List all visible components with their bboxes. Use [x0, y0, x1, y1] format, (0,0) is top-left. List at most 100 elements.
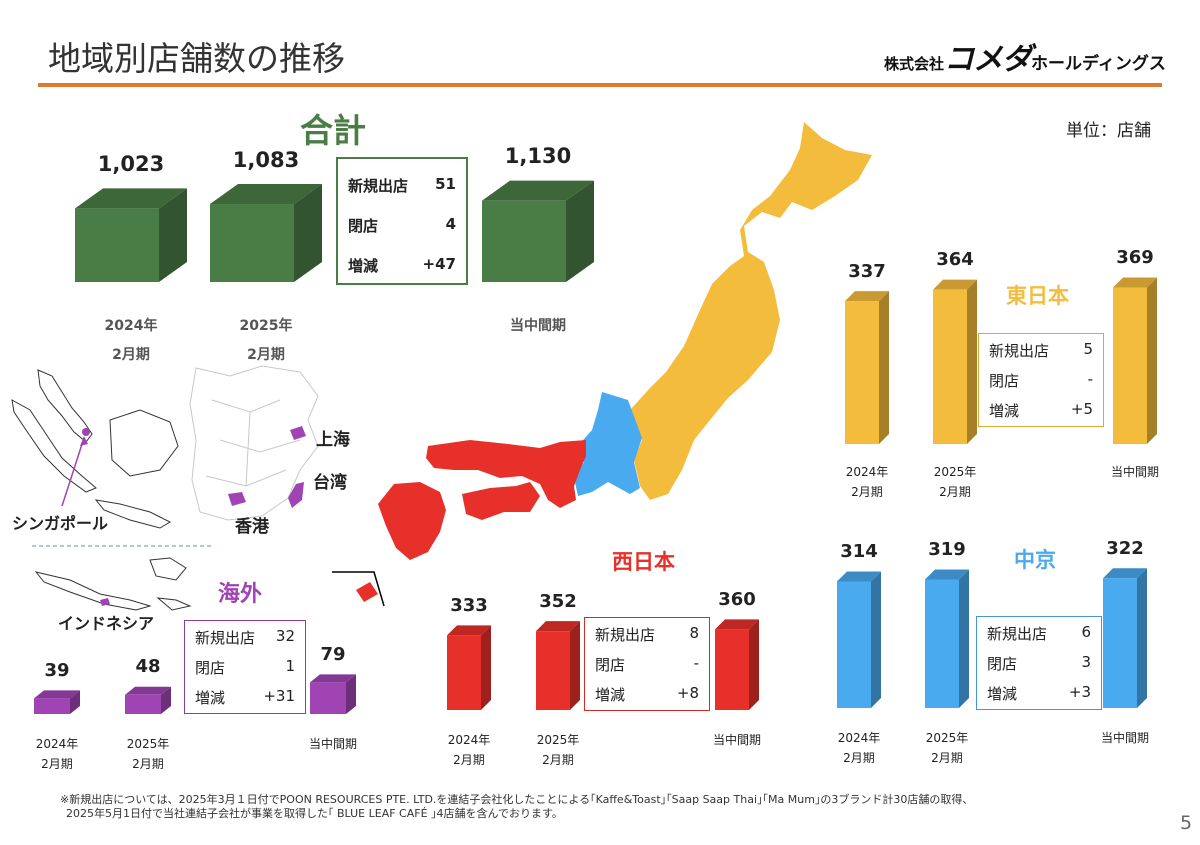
- chukyo-title: 中京: [1014, 548, 1056, 572]
- overseas-summary-row: 増減 +31: [195, 687, 295, 708]
- summary-label: 増減: [595, 686, 626, 704]
- chukyo-category-label-2: 当中間期: [1090, 728, 1160, 748]
- east-value-label-2: 369: [1116, 247, 1154, 269]
- indonesia-map: [32, 545, 212, 611]
- east-category-line: 2月期: [939, 485, 971, 499]
- chukyo-bar-1: [925, 569, 969, 708]
- chukyo-bar-side-1: [959, 569, 969, 708]
- overseas-category-line: 2月期: [41, 757, 73, 771]
- total-summary-row: 閉店 4: [348, 215, 456, 236]
- overseas-bar-0: [34, 690, 80, 714]
- summary-value: -: [693, 654, 699, 672]
- east-category-line: 2024年: [845, 465, 889, 479]
- summary-label: 閉店: [989, 372, 1020, 390]
- overseas-summary-row: 閉店 1: [195, 657, 295, 678]
- west-bar-top-2: [715, 619, 759, 630]
- page-number: 5: [1180, 812, 1193, 834]
- west-value-label-2: 360: [718, 588, 756, 610]
- east-summary-row: 増減 +5: [989, 400, 1093, 421]
- west-category-label-1: 2025年 2月期: [523, 730, 593, 770]
- chukyo-bar-front-2: [1103, 578, 1137, 708]
- summary-value: +3: [1068, 683, 1091, 701]
- west-value-label-0: 333: [450, 594, 488, 616]
- east-summary-row: 閉店 -: [989, 370, 1093, 391]
- overseas-bar-front-2: [310, 682, 346, 714]
- east-category-line: 当中間期: [1110, 465, 1159, 479]
- summary-value: 4: [445, 215, 456, 233]
- chukyo-bar-0: [837, 571, 881, 708]
- chukyo-value-label-0: 314: [840, 540, 878, 562]
- label-hongkong: 香港: [235, 517, 269, 537]
- east-bar-front-2: [1113, 287, 1147, 444]
- japan-east-region: [630, 122, 872, 500]
- footnote: ※新規出店については、2025年3月１日付でPOON RESOURCES PTE…: [60, 793, 973, 821]
- overseas-value-label-1: 48: [135, 656, 161, 678]
- west-bar-1: [536, 621, 580, 710]
- summary-value: -: [1087, 370, 1093, 388]
- summary-label: 増減: [348, 257, 379, 275]
- east-bar-top-0: [845, 291, 889, 302]
- overseas-bar-front-0: [34, 698, 70, 714]
- overseas-bar-1: [125, 686, 171, 714]
- logo-suffix: ホールディングス: [1031, 54, 1166, 74]
- chukyo-bar-front-0: [837, 581, 871, 708]
- chukyo-category-line: 2月期: [843, 751, 875, 765]
- east-title: 東日本: [1006, 284, 1069, 308]
- west-bar-side-1: [570, 621, 580, 710]
- summary-label: 増減: [987, 685, 1018, 703]
- overseas-category-line: 2024年: [35, 737, 79, 751]
- summary-value: +8: [676, 684, 699, 702]
- west-category-line: 当中間期: [712, 733, 761, 747]
- chukyo-bar-2: [1103, 568, 1147, 708]
- east-bar-0: [845, 291, 889, 444]
- west-summary-box: 新規出店 8 閉店 - 増減 +8: [584, 617, 710, 711]
- overseas-bar-2: [310, 674, 356, 714]
- east-bar-side-2: [1147, 277, 1157, 444]
- west-title: 西日本: [612, 550, 675, 574]
- japan-west-honshu: [426, 440, 586, 508]
- chukyo-category-label-0: 2024年 2月期: [824, 728, 894, 768]
- japan-okinawa: [356, 582, 378, 602]
- summary-value: 32: [275, 627, 295, 645]
- total-bar-top-1: [210, 184, 322, 205]
- west-category-line: 2024年: [447, 733, 491, 747]
- chukyo-category-line: 当中間期: [1100, 731, 1149, 745]
- west-bar-top-0: [447, 625, 491, 636]
- chukyo-category-label-1: 2025年 2月期: [912, 728, 982, 768]
- summary-value: +5: [1070, 400, 1093, 418]
- japan-map: [332, 122, 872, 607]
- okinawa-inset-frame: [332, 571, 385, 607]
- overseas-category-label-2: 当中間期: [298, 734, 368, 754]
- east-category-label-0: 2024年 2月期: [832, 462, 902, 502]
- west-bar-front-1: [536, 631, 570, 710]
- summary-value: 1: [285, 657, 295, 675]
- east-bar-front-0: [845, 301, 879, 444]
- hongkong-marker: [228, 492, 246, 506]
- overseas-bar-side-0: [70, 690, 80, 714]
- overseas-bar-side-1: [161, 686, 171, 714]
- singapore-marker: [82, 428, 90, 436]
- west-bar-side-2: [749, 619, 759, 710]
- singapore-map: [11, 369, 179, 529]
- chukyo-category-line: 2025年: [925, 731, 969, 745]
- total-bar-side-0: [159, 188, 187, 282]
- total-category-label-1: 2025年 2月期: [211, 312, 321, 370]
- total-category-line: 当中間期: [510, 318, 566, 334]
- summary-label: 閉店: [348, 217, 379, 235]
- summary-value: 8: [689, 624, 699, 642]
- japan-kyushu: [378, 482, 446, 560]
- west-summary-row: 新規出店 8: [595, 624, 699, 645]
- overseas-bar-top-0: [34, 690, 80, 699]
- total-bar-top-2: [482, 180, 594, 201]
- east-bar-side-1: [967, 279, 977, 444]
- east-value-label-1: 364: [936, 249, 974, 271]
- chukyo-bar-top-2: [1103, 568, 1147, 579]
- chukyo-bar-side-0: [871, 571, 881, 708]
- taiwan-marker: [288, 482, 304, 508]
- west-category-line: 2025年: [536, 733, 580, 747]
- east-bar-1: [933, 279, 977, 444]
- west-category-line: 2月期: [453, 753, 485, 767]
- west-bar-2: [715, 619, 759, 710]
- overseas-category-line: 2月期: [132, 757, 164, 771]
